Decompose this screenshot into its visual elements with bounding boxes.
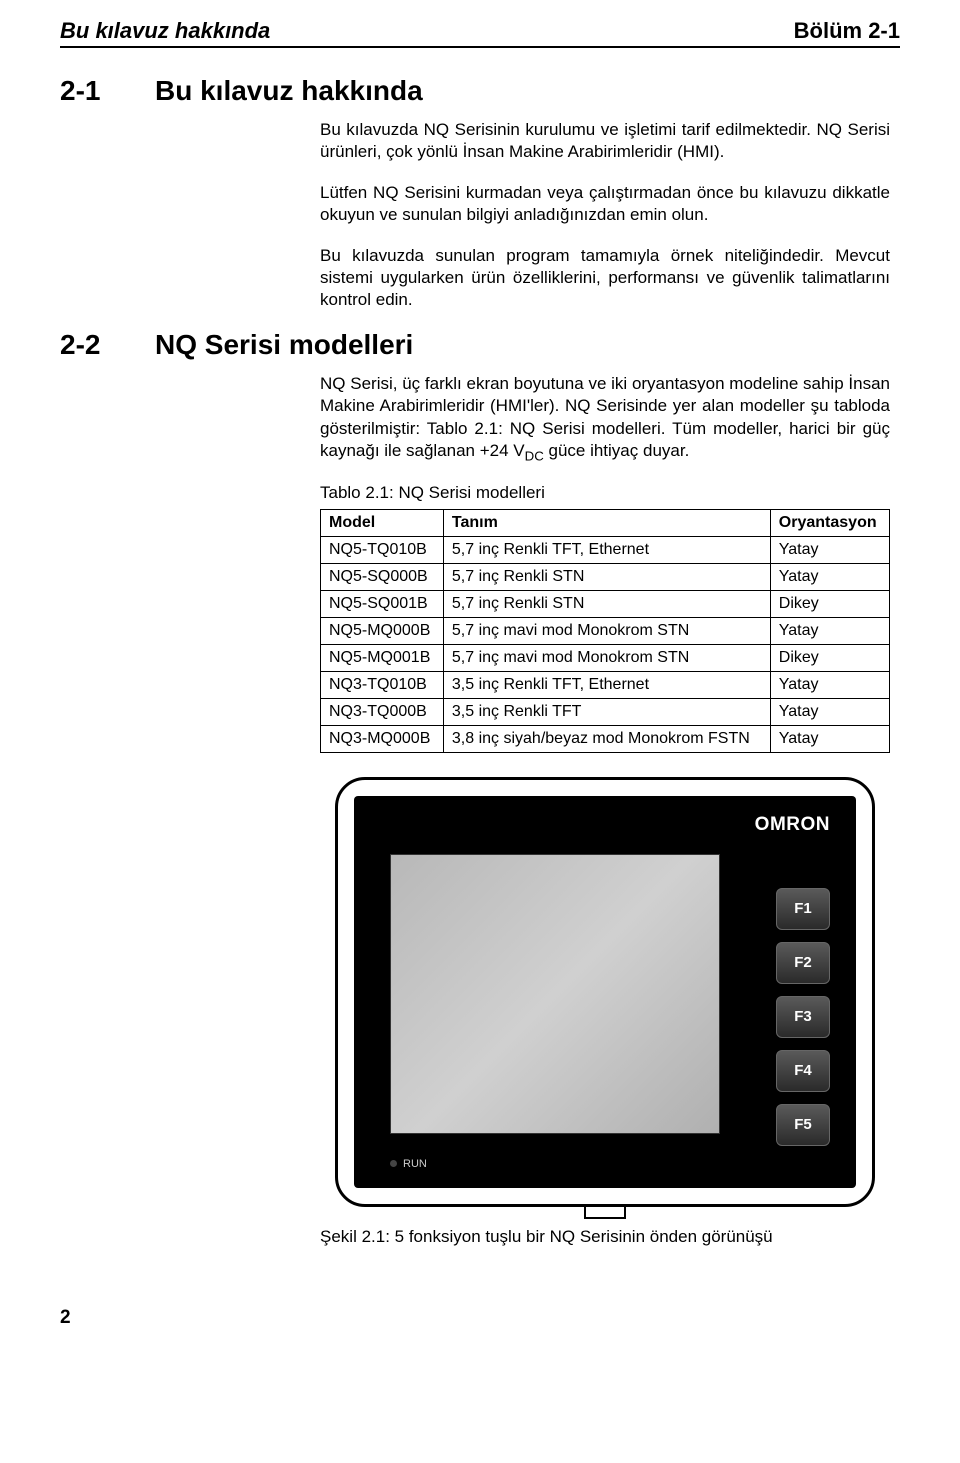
f5-key: F5 <box>776 1104 830 1146</box>
section-2-1-body: Bu kılavuzda NQ Serisinin kurulumu ve iş… <box>320 119 890 312</box>
table-row: NQ5-SQ000B5,7 inç Renkli STNYatay <box>321 563 890 590</box>
paragraph: Bu kılavuzda sunulan program tamamıyla ö… <box>320 245 890 312</box>
section-2-1-heading: 2-1 Bu kılavuz hakkında <box>60 76 900 107</box>
table-cell: NQ5-TQ010B <box>321 536 444 563</box>
device-screen <box>390 854 720 1134</box>
run-indicator: RUN <box>390 1158 427 1170</box>
table-header: Tanım <box>443 509 770 536</box>
table-row: NQ3-MQ000B3,8 inç siyah/beyaz mod Monokr… <box>321 725 890 752</box>
table-cell: 5,7 inç Renkli STN <box>443 563 770 590</box>
header-right: Bölüm 2-1 <box>794 18 900 44</box>
device-bezel: OMRON F1 F2 F3 F4 F5 RUN <box>354 796 856 1188</box>
figure-2-1: OMRON F1 F2 F3 F4 F5 RUN Şekil 2.1: 5 fo… <box>320 777 890 1247</box>
device-outline: OMRON F1 F2 F3 F4 F5 RUN <box>335 777 875 1207</box>
mount-tab-icon <box>584 1205 626 1219</box>
table-row: NQ5-MQ000B5,7 inç mavi mod Monokrom STNY… <box>321 617 890 644</box>
table-cell: Yatay <box>770 617 889 644</box>
run-label: RUN <box>403 1158 427 1170</box>
table-cell: Yatay <box>770 725 889 752</box>
paragraph: Bu kılavuzda NQ Serisinin kurulumu ve iş… <box>320 119 890 164</box>
section-number: 2-1 <box>60 76 155 107</box>
section-2-2-heading: 2-2 NQ Serisi modelleri <box>60 330 900 361</box>
table-cell: NQ5-MQ001B <box>321 644 444 671</box>
brand-label: OMRON <box>755 814 830 836</box>
figure-caption: Şekil 2.1: 5 fonksiyon tuşlu bir NQ Seri… <box>320 1227 890 1247</box>
table-cell: 5,7 inç mavi mod Monokrom STN <box>443 617 770 644</box>
table-header-row: Model Tanım Oryantasyon <box>321 509 890 536</box>
table-row: NQ5-MQ001B5,7 inç mavi mod Monokrom STND… <box>321 644 890 671</box>
header-left: Bu kılavuz hakkında <box>60 18 270 44</box>
table-cell: Dikey <box>770 644 889 671</box>
table-cell: 3,5 inç Renkli TFT, Ethernet <box>443 671 770 698</box>
f1-key: F1 <box>776 888 830 930</box>
table-cell: Yatay <box>770 536 889 563</box>
table-cell: Yatay <box>770 563 889 590</box>
table-cell: NQ3-TQ010B <box>321 671 444 698</box>
run-led-icon <box>390 1160 397 1167</box>
models-table: Model Tanım Oryantasyon NQ5-TQ010B5,7 in… <box>320 509 890 753</box>
table-cell: 3,8 inç siyah/beyaz mod Monokrom FSTN <box>443 725 770 752</box>
f3-key: F3 <box>776 996 830 1038</box>
table-cell: NQ5-SQ000B <box>321 563 444 590</box>
page-number: 2 <box>60 1307 900 1329</box>
table-cell: Yatay <box>770 671 889 698</box>
paragraph: Lütfen NQ Serisini kurmadan veya çalıştı… <box>320 182 890 227</box>
subscript: DC <box>525 448 544 463</box>
table-cell: NQ3-TQ000B <box>321 698 444 725</box>
table-row: NQ5-TQ010B5,7 inç Renkli TFT, EthernetYa… <box>321 536 890 563</box>
function-keys: F1 F2 F3 F4 F5 <box>776 888 830 1146</box>
section-number: 2-2 <box>60 330 155 361</box>
f2-key: F2 <box>776 942 830 984</box>
paragraph-text: güce ihtiyaç duyar. <box>544 441 690 460</box>
section-title: Bu kılavuz hakkında <box>155 76 423 107</box>
table-cell: 5,7 inç mavi mod Monokrom STN <box>443 644 770 671</box>
table-cell: 3,5 inç Renkli TFT <box>443 698 770 725</box>
table-header: Model <box>321 509 444 536</box>
table-cell: 5,7 inç Renkli STN <box>443 590 770 617</box>
table-row: NQ3-TQ000B3,5 inç Renkli TFTYatay <box>321 698 890 725</box>
section-2-2-body: NQ Serisi, üç farklı ekran boyutuna ve i… <box>320 373 890 753</box>
table-header: Oryantasyon <box>770 509 889 536</box>
table-cell: Yatay <box>770 698 889 725</box>
table-cell: Dikey <box>770 590 889 617</box>
table-caption: Tablo 2.1: NQ Serisi modelleri <box>320 483 890 503</box>
table-cell: NQ5-SQ001B <box>321 590 444 617</box>
f4-key: F4 <box>776 1050 830 1092</box>
paragraph: NQ Serisi, üç farklı ekran boyutuna ve i… <box>320 373 890 465</box>
table-cell: NQ5-MQ000B <box>321 617 444 644</box>
table-cell: NQ3-MQ000B <box>321 725 444 752</box>
section-title: NQ Serisi modelleri <box>155 330 413 361</box>
table-row: NQ5-SQ001B5,7 inç Renkli STNDikey <box>321 590 890 617</box>
page-header: Bu kılavuz hakkında Bölüm 2-1 <box>60 18 900 48</box>
table-row: NQ3-TQ010B3,5 inç Renkli TFT, EthernetYa… <box>321 671 890 698</box>
table-cell: 5,7 inç Renkli TFT, Ethernet <box>443 536 770 563</box>
